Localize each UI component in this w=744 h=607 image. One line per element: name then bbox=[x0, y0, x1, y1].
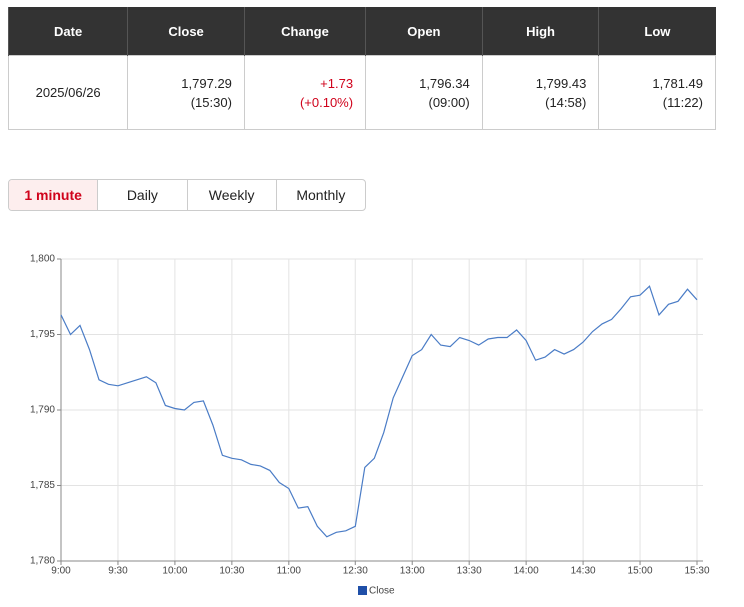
x-tick-label: 14:00 bbox=[514, 566, 539, 577]
x-tick-label: 13:30 bbox=[457, 566, 482, 577]
row: 2025/06/26 1,797.29 (15:30) +1.73 (+0.10%) 1,… bbox=[7, 55, 716, 130]
header-cell: Open bbox=[365, 7, 483, 56]
y-tick-label: 1,780 bbox=[30, 556, 55, 567]
cell-text: (11:22) bbox=[662, 94, 703, 110]
x-tick-label: 9:30 bbox=[108, 566, 128, 577]
legend-label: Close bbox=[369, 586, 395, 597]
tab[interactable]: Daily bbox=[97, 180, 186, 210]
cell-text: +1.73 bbox=[320, 75, 354, 91]
cell: 1,797.29 (15:30) bbox=[127, 55, 245, 130]
x-tick-label: 10:30 bbox=[219, 566, 244, 577]
x-tick-label: 12:30 bbox=[343, 566, 368, 577]
quote-table: Date Close Change Open High Low 2025/06/26 1,79… bbox=[7, 7, 716, 130]
cell: +1.73 (+0.10%) bbox=[243, 55, 367, 130]
tabs: 1 minute Daily Weekly Monthly bbox=[8, 179, 366, 211]
cell-text: 1,799.43 bbox=[535, 75, 587, 91]
cell-text: 2025/06/26 bbox=[35, 85, 101, 100]
x-tick-label: 13:00 bbox=[400, 566, 425, 577]
series-line bbox=[60, 285, 698, 538]
cell-text: 1,797.29 bbox=[181, 75, 232, 91]
cell-text: (+0.10%) bbox=[299, 94, 354, 110]
header-cell: High bbox=[481, 7, 599, 56]
tab[interactable]: 1 minute bbox=[9, 180, 98, 210]
cell-text: 1,796.34 bbox=[419, 75, 470, 91]
tab[interactable]: Weekly bbox=[186, 180, 276, 210]
cell-text: (09:00) bbox=[428, 94, 470, 110]
x-tick-label: 15:00 bbox=[628, 566, 653, 577]
chart: 1,780 1,785 1,790 1,795 1,800 9:00 9:30 10:00 10… bbox=[30, 254, 710, 597]
cell: 1,781.49 (11:22) bbox=[598, 55, 716, 130]
x-tick-label: 15:30 bbox=[684, 566, 709, 577]
y-tick-label: 1,785 bbox=[30, 480, 55, 491]
header-cell: Date bbox=[7, 7, 128, 56]
cell: 2025/06/26 bbox=[7, 55, 129, 130]
cell-text: (14:58) bbox=[545, 94, 587, 110]
header-cell: Change bbox=[243, 7, 366, 56]
y-tick-label: 1,795 bbox=[30, 329, 55, 340]
x-tick-label: 10:00 bbox=[162, 566, 187, 577]
x-tick-label: 11:00 bbox=[277, 566, 302, 577]
header-cell: Low bbox=[598, 7, 716, 56]
cell: 1,796.34 (09:00) bbox=[365, 55, 483, 130]
tab[interactable]: Monthly bbox=[275, 180, 365, 210]
x-tick-label: 14:30 bbox=[571, 566, 596, 577]
y-tick-label: 1,790 bbox=[30, 405, 55, 416]
cell: 1,799.43 (14:58) bbox=[481, 55, 600, 130]
cell-text: 1,781.49 bbox=[652, 75, 703, 91]
x-tick-label: 9:00 bbox=[51, 566, 71, 577]
legend-swatch bbox=[358, 586, 367, 595]
header-cell: Close bbox=[127, 7, 245, 56]
cell-text: (15:30) bbox=[190, 94, 232, 110]
y-tick-label: 1,800 bbox=[30, 254, 55, 265]
